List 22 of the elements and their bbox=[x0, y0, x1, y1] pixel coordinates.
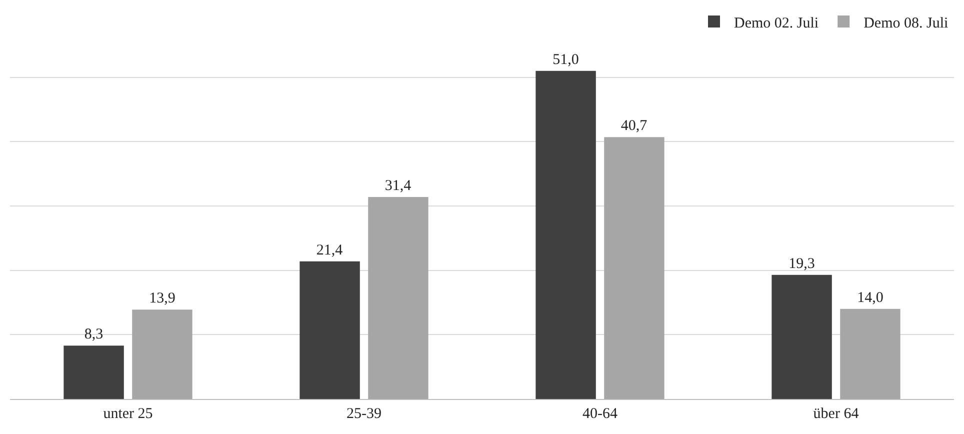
bar bbox=[368, 196, 428, 399]
bar bbox=[604, 137, 664, 399]
bar bbox=[300, 261, 360, 399]
bar bbox=[536, 70, 596, 399]
data-label: 21,4 bbox=[316, 242, 344, 258]
data-label: 8,3 bbox=[84, 326, 104, 343]
bar bbox=[772, 274, 832, 399]
data-label: 19,3 bbox=[788, 256, 815, 272]
bar bbox=[840, 308, 900, 399]
data-label: 40,7 bbox=[620, 118, 648, 134]
x-tick-label: unter 25 bbox=[103, 406, 153, 422]
x-tick-label: über 64 bbox=[813, 406, 860, 422]
x-tick-label: 25-39 bbox=[346, 406, 382, 422]
x-tick-label: 40-64 bbox=[582, 406, 618, 422]
data-label: 31,4 bbox=[384, 178, 412, 194]
data-label: 13,9 bbox=[149, 290, 176, 307]
data-label: 51,0 bbox=[552, 52, 579, 68]
legend-label: Demo 02. Juli bbox=[734, 15, 819, 32]
data-label: 14,0 bbox=[857, 290, 884, 306]
bar bbox=[132, 310, 192, 399]
legend-label: Demo 08. Juli bbox=[864, 15, 948, 32]
bar bbox=[64, 346, 124, 399]
